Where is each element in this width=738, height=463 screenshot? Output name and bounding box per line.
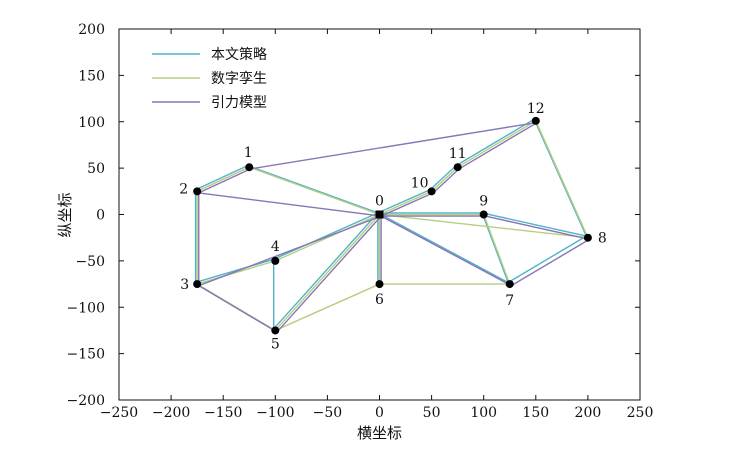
edge-5-6 bbox=[275, 283, 380, 332]
x-tick-label: −150 bbox=[204, 405, 242, 421]
edge-1-2 bbox=[195, 164, 248, 191]
edge-11-12 bbox=[458, 121, 538, 170]
series-1 bbox=[194, 118, 587, 330]
edge-7-8 bbox=[510, 238, 590, 287]
y-tick-label: −150 bbox=[67, 347, 105, 363]
edge-0-8 bbox=[379, 213, 588, 239]
edge-11-12 bbox=[457, 120, 537, 168]
edge-10-11 bbox=[429, 165, 457, 191]
edge-12-8 bbox=[535, 120, 589, 238]
node-9 bbox=[479, 210, 488, 219]
y-tick-label: 0 bbox=[96, 208, 105, 224]
node-label-5: 5 bbox=[271, 336, 280, 352]
edge-7-0 bbox=[377, 212, 509, 284]
edge-10-11 bbox=[431, 166, 459, 192]
x-tick-label: −250 bbox=[100, 405, 138, 421]
edge-4-0 bbox=[275, 213, 380, 262]
node-label-2: 2 bbox=[179, 181, 188, 197]
edge-3-5 bbox=[198, 285, 278, 333]
edge-3-4 bbox=[195, 258, 274, 284]
y-tick-label: −50 bbox=[75, 254, 105, 270]
node-label-8: 8 bbox=[598, 231, 607, 247]
y-tick-label: 150 bbox=[78, 68, 105, 84]
edge-2-0 bbox=[198, 192, 382, 217]
edge-10-11 bbox=[432, 168, 460, 194]
edges-layer bbox=[194, 118, 590, 333]
x-tick-label: −100 bbox=[256, 405, 294, 421]
ticks-layer: −250 −200 −150 −100 −50 0 50 100 150 200 250−200−1… bbox=[67, 22, 654, 421]
node-label-3: 3 bbox=[180, 277, 189, 293]
edge-9-7 bbox=[481, 212, 509, 283]
edge-3-4 bbox=[196, 260, 276, 285]
y-tick-label: 200 bbox=[78, 22, 105, 38]
node-5 bbox=[271, 326, 280, 335]
y-tick-label: −100 bbox=[67, 300, 105, 316]
node-label-11: 11 bbox=[449, 146, 467, 162]
legend-label-1: 本文策略 bbox=[211, 46, 267, 63]
edge-0-10 bbox=[379, 190, 432, 216]
x-tick-label: 50 bbox=[423, 405, 441, 421]
x-tick-label: 100 bbox=[470, 405, 497, 421]
legend-label-3: 引力模型 bbox=[211, 95, 267, 111]
edge-1-2 bbox=[196, 166, 250, 192]
x-tick-label: −200 bbox=[152, 405, 190, 421]
x-tick-label: 150 bbox=[522, 405, 549, 421]
node-label-4: 4 bbox=[271, 239, 280, 255]
node-12 bbox=[531, 116, 540, 125]
node-11 bbox=[453, 163, 462, 172]
node-0 bbox=[375, 210, 384, 219]
x-tick-label: 200 bbox=[575, 405, 602, 421]
edge-1-12 bbox=[250, 121, 538, 170]
node-6 bbox=[375, 280, 384, 289]
edge-0-1 bbox=[249, 166, 380, 216]
edge-11-12 bbox=[455, 118, 535, 167]
edge-8-9 bbox=[481, 212, 587, 237]
y-axis-title: 纵坐标 bbox=[56, 192, 74, 237]
edge-1-2 bbox=[198, 168, 252, 194]
edge-5-0 bbox=[274, 214, 381, 331]
edge-0-10 bbox=[380, 192, 434, 217]
x-tick-label: 250 bbox=[627, 405, 654, 421]
node-label-0: 0 bbox=[375, 194, 384, 210]
node-label-10: 10 bbox=[411, 175, 429, 191]
x-axis-title: 横坐标 bbox=[357, 424, 402, 442]
node-1 bbox=[245, 163, 254, 172]
node-label-1: 1 bbox=[244, 145, 253, 161]
node-label-9: 9 bbox=[479, 194, 488, 210]
node-label-7: 7 bbox=[505, 293, 514, 309]
edge-12-8 bbox=[533, 118, 587, 237]
node-label-6: 6 bbox=[375, 292, 384, 308]
node-3 bbox=[193, 280, 202, 289]
edge-0-10 bbox=[377, 189, 431, 214]
edge-0-1 bbox=[247, 164, 379, 214]
node-4 bbox=[271, 256, 280, 265]
edge-5-0 bbox=[276, 215, 382, 333]
node-label-12: 12 bbox=[527, 101, 545, 117]
x-tick-label: −50 bbox=[313, 405, 343, 421]
node-2 bbox=[193, 187, 202, 196]
y-tick-label: 50 bbox=[87, 161, 105, 177]
y-tick-label: −200 bbox=[67, 393, 105, 409]
y-tick-label: 100 bbox=[78, 115, 105, 131]
edge-7-8 bbox=[507, 235, 587, 284]
edge-5-0 bbox=[273, 212, 379, 330]
edge-0-7 bbox=[380, 215, 512, 287]
node-7 bbox=[505, 280, 514, 289]
node-8 bbox=[583, 233, 592, 242]
node-10 bbox=[427, 187, 436, 196]
edge-4-0 bbox=[273, 212, 379, 260]
edge-3-0 bbox=[198, 215, 382, 287]
legend-label-2: 数字孪生 bbox=[211, 70, 267, 87]
edge-9-8 bbox=[485, 215, 590, 240]
x-tick-label: 0 bbox=[375, 405, 384, 421]
series-3 bbox=[198, 121, 590, 333]
